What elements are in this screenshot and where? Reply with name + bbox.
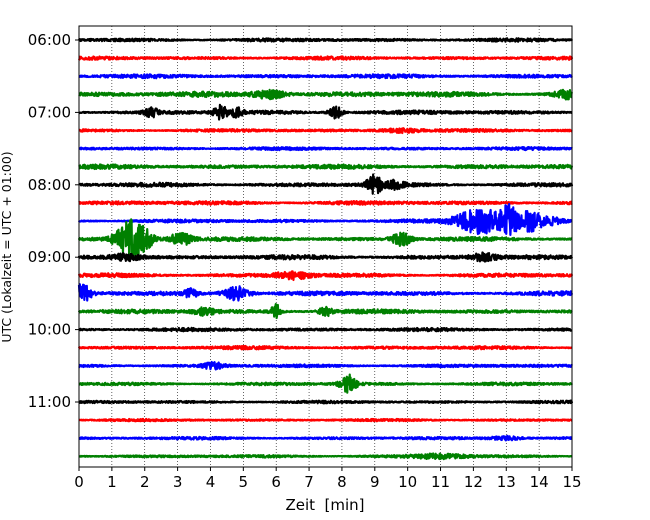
- trace-row: [77, 283, 574, 302]
- y-tick-label: 10:00: [28, 321, 71, 339]
- x-tick-label: 5: [239, 473, 249, 491]
- x-tick-label: 1: [107, 473, 117, 491]
- trace-row: [77, 218, 573, 260]
- trace-row: [78, 145, 573, 152]
- trace-row: [78, 127, 573, 135]
- trace-row: [77, 202, 573, 237]
- trace-row: [77, 251, 574, 263]
- x-tick-label: 11: [431, 473, 450, 491]
- y-tick-label: 07:00: [28, 103, 71, 121]
- trace-row: [78, 434, 573, 442]
- x-tick-label: 10: [398, 473, 417, 491]
- x-tick-label: 15: [562, 473, 581, 491]
- y-axis-title: UTC (Lokalzeit = UTC + 01:00): [0, 151, 14, 342]
- y-tick-label: 08:00: [28, 176, 71, 194]
- trace-row: [77, 344, 573, 351]
- trace-row: [77, 302, 573, 320]
- trace-row: [78, 73, 573, 80]
- y-tick-label: 09:00: [28, 248, 71, 266]
- x-tick-label: 4: [206, 473, 216, 491]
- trace-row: [78, 373, 573, 394]
- y-tick-label: 11:00: [28, 393, 71, 411]
- seismic-traces: [77, 37, 574, 461]
- trace-row: [78, 399, 574, 405]
- x-tick-label: 14: [530, 473, 549, 491]
- x-axis-ticks: 0 1 2 3 4 5 6 7 8 9 10 11 12 13 14 15: [74, 467, 582, 491]
- x-tick-label: 9: [370, 473, 380, 491]
- x-tick-label: 0: [74, 473, 84, 491]
- y-tick-label: 06:00: [28, 31, 71, 49]
- trace-row: [78, 163, 574, 171]
- x-tick-label: 2: [140, 473, 150, 491]
- trace-row: [78, 173, 574, 195]
- trace-row: [77, 326, 573, 333]
- x-tick-label: 8: [337, 473, 347, 491]
- x-tick-label: 13: [497, 473, 516, 491]
- trace-row: [78, 103, 573, 121]
- plot-frame: [78, 25, 573, 468]
- trace-row: [78, 360, 573, 371]
- trace-row: [77, 55, 574, 61]
- trace-row: [77, 270, 574, 282]
- trace-row: [78, 417, 573, 423]
- x-tick-label: 3: [173, 473, 183, 491]
- x-tick-label: 7: [304, 473, 314, 491]
- trace-row: [78, 88, 574, 101]
- trace-row: [77, 37, 574, 43]
- x-tick-label: 12: [464, 473, 483, 491]
- trace-row: [78, 452, 573, 461]
- trace-row: [78, 200, 573, 206]
- x-tick-label: 6: [271, 473, 281, 491]
- x-axis-title: Zeit [min]: [285, 496, 364, 514]
- y-axis-ticks: 06:00 07:00 08:00 09:00 10:00 11:00: [28, 31, 79, 411]
